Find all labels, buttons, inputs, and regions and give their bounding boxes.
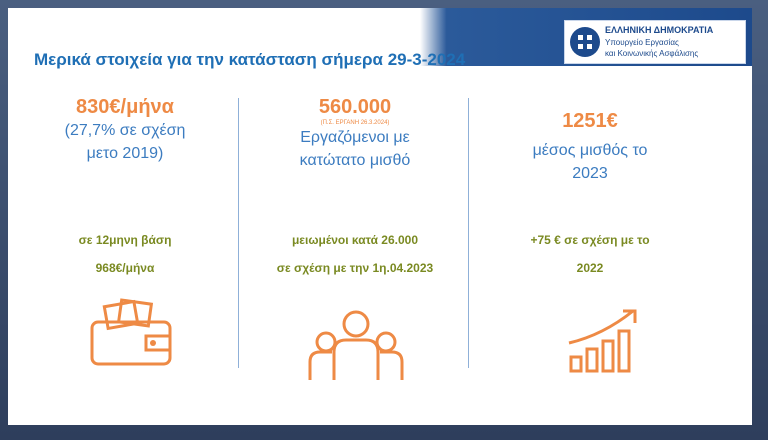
detail: 2022 xyxy=(576,261,604,275)
detail: 968€/μήνα xyxy=(95,261,155,275)
column: 830€/μήνα (27,7% σε σχέση μετο 2019) xyxy=(10,96,240,165)
column: 560.000 (Π.Σ. ΕΡΓΑΝΗ 26.3.2024) Εργαζόμε… xyxy=(240,96,470,172)
wallet-icon xyxy=(90,298,172,366)
headline: 560.000 xyxy=(318,96,392,118)
logo-line: και Κοινωνικής Ασφάλισης xyxy=(605,49,699,58)
subtext: (27,7% σε σχέση xyxy=(64,122,186,139)
divider xyxy=(238,98,239,368)
subtext: κατώτατο μισθό xyxy=(299,152,411,169)
subtext: Εργαζόμενοι με xyxy=(300,129,410,146)
detail: σε 12μηνη βάση xyxy=(78,233,172,247)
detail: σε σχέση με την 1η.04.2023 xyxy=(276,261,434,275)
divider xyxy=(468,98,469,368)
detail: +75 € σε σχέση με το xyxy=(530,233,650,247)
subtext: μέσος μισθός το xyxy=(532,142,648,159)
growth-icon xyxy=(568,309,637,373)
detail: μειωμένοι κατά 26.000 xyxy=(291,233,419,247)
note: (Π.Σ. ΕΡΓΑΝΗ 26.3.2024) xyxy=(320,120,390,126)
column: 1251€ μέσος μισθός το 2023 xyxy=(475,110,705,185)
headline: 830€/μήνα xyxy=(76,96,174,118)
logo-line: Υπουργείο Εργασίας xyxy=(605,38,679,47)
logo-line: ΕΛΛΗΝΙΚΗ ΔΗΜΟΚΡΑΤΙΑ xyxy=(605,25,714,35)
people-icon xyxy=(308,310,404,380)
headline: 1251€ xyxy=(562,110,618,132)
crest xyxy=(570,27,600,57)
logo: ΕΛΛΗΝΙΚΗ ΔΗΜΟΚΡΑΤΙΑ Υπουργείο Εργασίας κ… xyxy=(564,20,746,64)
title: Μερικά στοιχεία για την κατάσταση σήμερα… xyxy=(34,50,466,69)
subtext: μετο 2019) xyxy=(86,145,164,162)
slide: ΕΛΛΗΝΙΚΗ ΔΗΜΟΚΡΑΤΙΑ Υπουργείο Εργασίας κ… xyxy=(8,8,752,425)
subtext: 2023 xyxy=(572,165,608,182)
